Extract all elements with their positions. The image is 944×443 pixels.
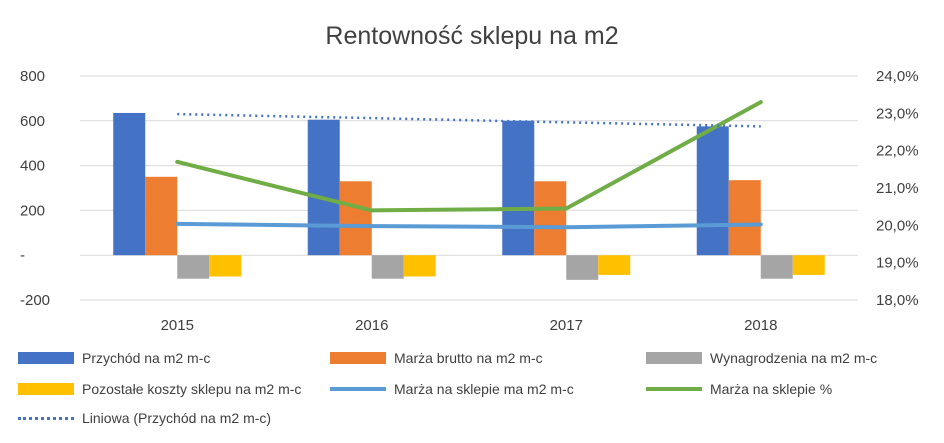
y-left-tick-label: 600 xyxy=(20,113,45,130)
bar-3-2018 xyxy=(792,255,825,275)
x-tick-label: 2016 xyxy=(355,317,388,334)
y-axis-right: 24,0% 23,0% 22,0% 21,0% 20,0% 19,0% 18,0% xyxy=(876,68,919,309)
legend-label-pozostale: Pozostałe koszty sklepu na m2 m-c xyxy=(82,381,302,397)
bar-2-2016 xyxy=(371,255,404,279)
bar-1-2016 xyxy=(339,181,372,256)
legend-label-marza-brutto: Marża brutto na m2 m-c xyxy=(394,350,543,366)
legend-label-liniowa: Liniowa (Przychód na m2 m-c) xyxy=(82,410,272,426)
bar-1-2018 xyxy=(728,180,761,256)
legend-swatch-marza-m2 xyxy=(330,387,386,391)
y-right-tick-label: 24,0% xyxy=(876,68,919,85)
legend-swatch-przychod xyxy=(18,352,74,364)
y-left-tick-label: 400 xyxy=(20,158,45,175)
line-series xyxy=(175,100,763,230)
y-right-tick-label: 19,0% xyxy=(876,255,919,272)
y-left-tick-label: 200 xyxy=(20,202,45,219)
legend-item-marza-proc: Marża na sklepie % xyxy=(646,379,832,399)
legend-label-marza-proc: Marża na sklepie % xyxy=(710,381,833,397)
legend-item-marza-brutto: Marża brutto na m2 m-c xyxy=(330,348,543,368)
y-right-tick-label: 21,0% xyxy=(876,180,919,197)
line-series-0 xyxy=(175,221,763,230)
bar-2-2018 xyxy=(760,255,793,279)
bar-0-2018 xyxy=(696,126,729,256)
bar-1-2015 xyxy=(145,176,178,256)
legend-swatch-marza-brutto xyxy=(330,352,386,364)
y-right-tick-label: 22,0% xyxy=(876,143,919,160)
legend-label-przychod: Przychód na m2 m-c xyxy=(82,350,211,366)
legend-item-liniowa: Liniowa (Przychód na m2 m-c) xyxy=(18,408,271,428)
x-tick-label: 2017 xyxy=(550,317,583,334)
line-series-2 xyxy=(177,112,761,128)
legend-item-wynagrodzenia: Wynagrodzenia na m2 m-c xyxy=(646,348,877,368)
y-right-tick-label: 23,0% xyxy=(876,105,919,122)
bar-3-2015 xyxy=(209,255,242,277)
x-tick-label: 2018 xyxy=(744,317,777,334)
y-right-tick-label: 18,0% xyxy=(876,292,919,309)
y-left-tick-label: -200 xyxy=(20,292,50,309)
bar-3-2017 xyxy=(598,255,631,275)
legend-label-marza-m2: Marża na sklepie ma m2 m-c xyxy=(394,381,574,397)
bar-0-2016 xyxy=(307,119,340,256)
legend-item-pozostale: Pozostałe koszty sklepu na m2 m-c xyxy=(18,379,301,399)
line-series-1 xyxy=(175,100,763,213)
legend-swatch-liniowa xyxy=(18,416,74,420)
bar-2-2017 xyxy=(566,255,599,280)
y-right-tick-label: 20,0% xyxy=(876,217,919,234)
bar-0-2017 xyxy=(502,120,535,256)
legend: Przychód na m2 m-c Marża brutto na m2 m-… xyxy=(0,338,944,438)
legend-swatch-wynagrodzenia xyxy=(646,352,702,364)
bar-1-2017 xyxy=(534,181,567,256)
y-left-tick-label: 800 xyxy=(20,68,45,85)
legend-item-marza-m2: Marża na sklepie ma m2 m-c xyxy=(330,379,574,399)
legend-label-wynagrodzenia: Wynagrodzenia na m2 m-c xyxy=(710,350,878,366)
legend-swatch-marza-proc xyxy=(646,387,702,391)
bar-3-2016 xyxy=(403,255,436,277)
x-tick-label: 2015 xyxy=(161,317,194,334)
y-left-tick-label: - xyxy=(20,247,25,264)
x-axis: 2015 2016 2017 2018 xyxy=(161,317,778,334)
y-axis-left: 800 600 400 200 - -200 xyxy=(20,68,50,309)
legend-item-przychod: Przychód na m2 m-c xyxy=(18,348,210,368)
bar-0-2015 xyxy=(113,112,146,256)
legend-swatch-pozostale xyxy=(18,383,74,395)
bar-series xyxy=(113,112,825,280)
chart-title: Rentowność sklepu na m2 xyxy=(325,22,618,50)
bar-2-2015 xyxy=(177,255,210,279)
